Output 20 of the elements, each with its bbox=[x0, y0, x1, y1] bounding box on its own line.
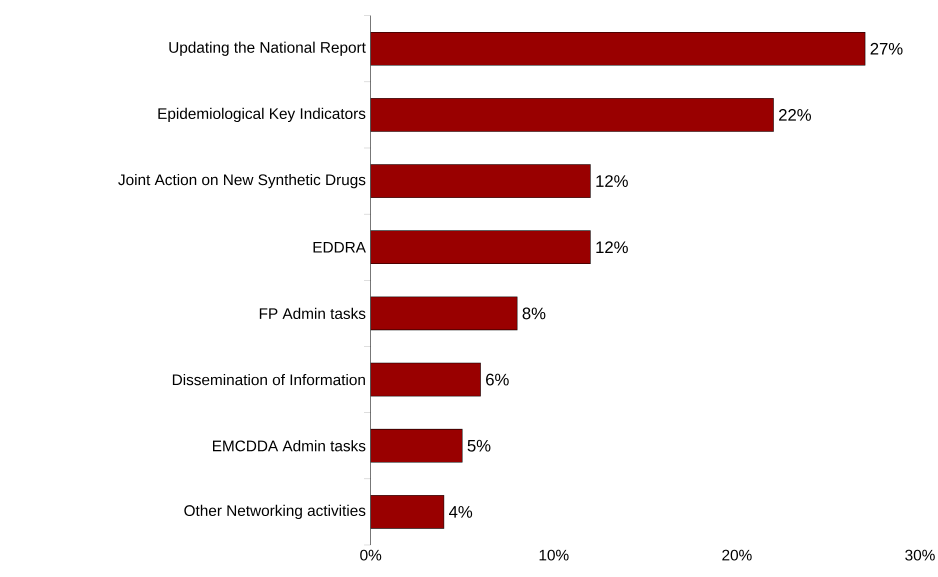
y-tick-label: EMCDDA Admin tasks bbox=[213, 440, 366, 452]
y-tick-label: Other Networking activities bbox=[184, 504, 366, 520]
y-tick-label: Dissemination of Information bbox=[172, 374, 365, 386]
x-tick-label: 10% bbox=[540, 550, 569, 561]
data-label: 8% bbox=[522, 308, 546, 320]
data-label: 12% bbox=[596, 241, 628, 254]
data-label: 12% bbox=[596, 175, 628, 187]
y-tick-label: Updating the National Report bbox=[169, 42, 366, 56]
x-tick-label: 30% bbox=[905, 550, 935, 561]
data-label: 22% bbox=[779, 109, 811, 121]
data-label: 5% bbox=[468, 440, 490, 452]
x-tick-label: 20% bbox=[722, 550, 752, 561]
data-label: 4% bbox=[449, 506, 472, 518]
y-tick-label: Epidemiological Key Indicators bbox=[158, 108, 366, 122]
y-tick-label: FP Admin tasks bbox=[260, 308, 366, 320]
x-tick-label: 0% bbox=[360, 550, 382, 561]
y-tick-label: Joint Action on New Synthetic Drugs bbox=[118, 174, 366, 188]
y-tick-label: EDDRA bbox=[314, 242, 366, 253]
data-label: 6% bbox=[486, 374, 509, 386]
data-label: 27% bbox=[870, 42, 903, 55]
